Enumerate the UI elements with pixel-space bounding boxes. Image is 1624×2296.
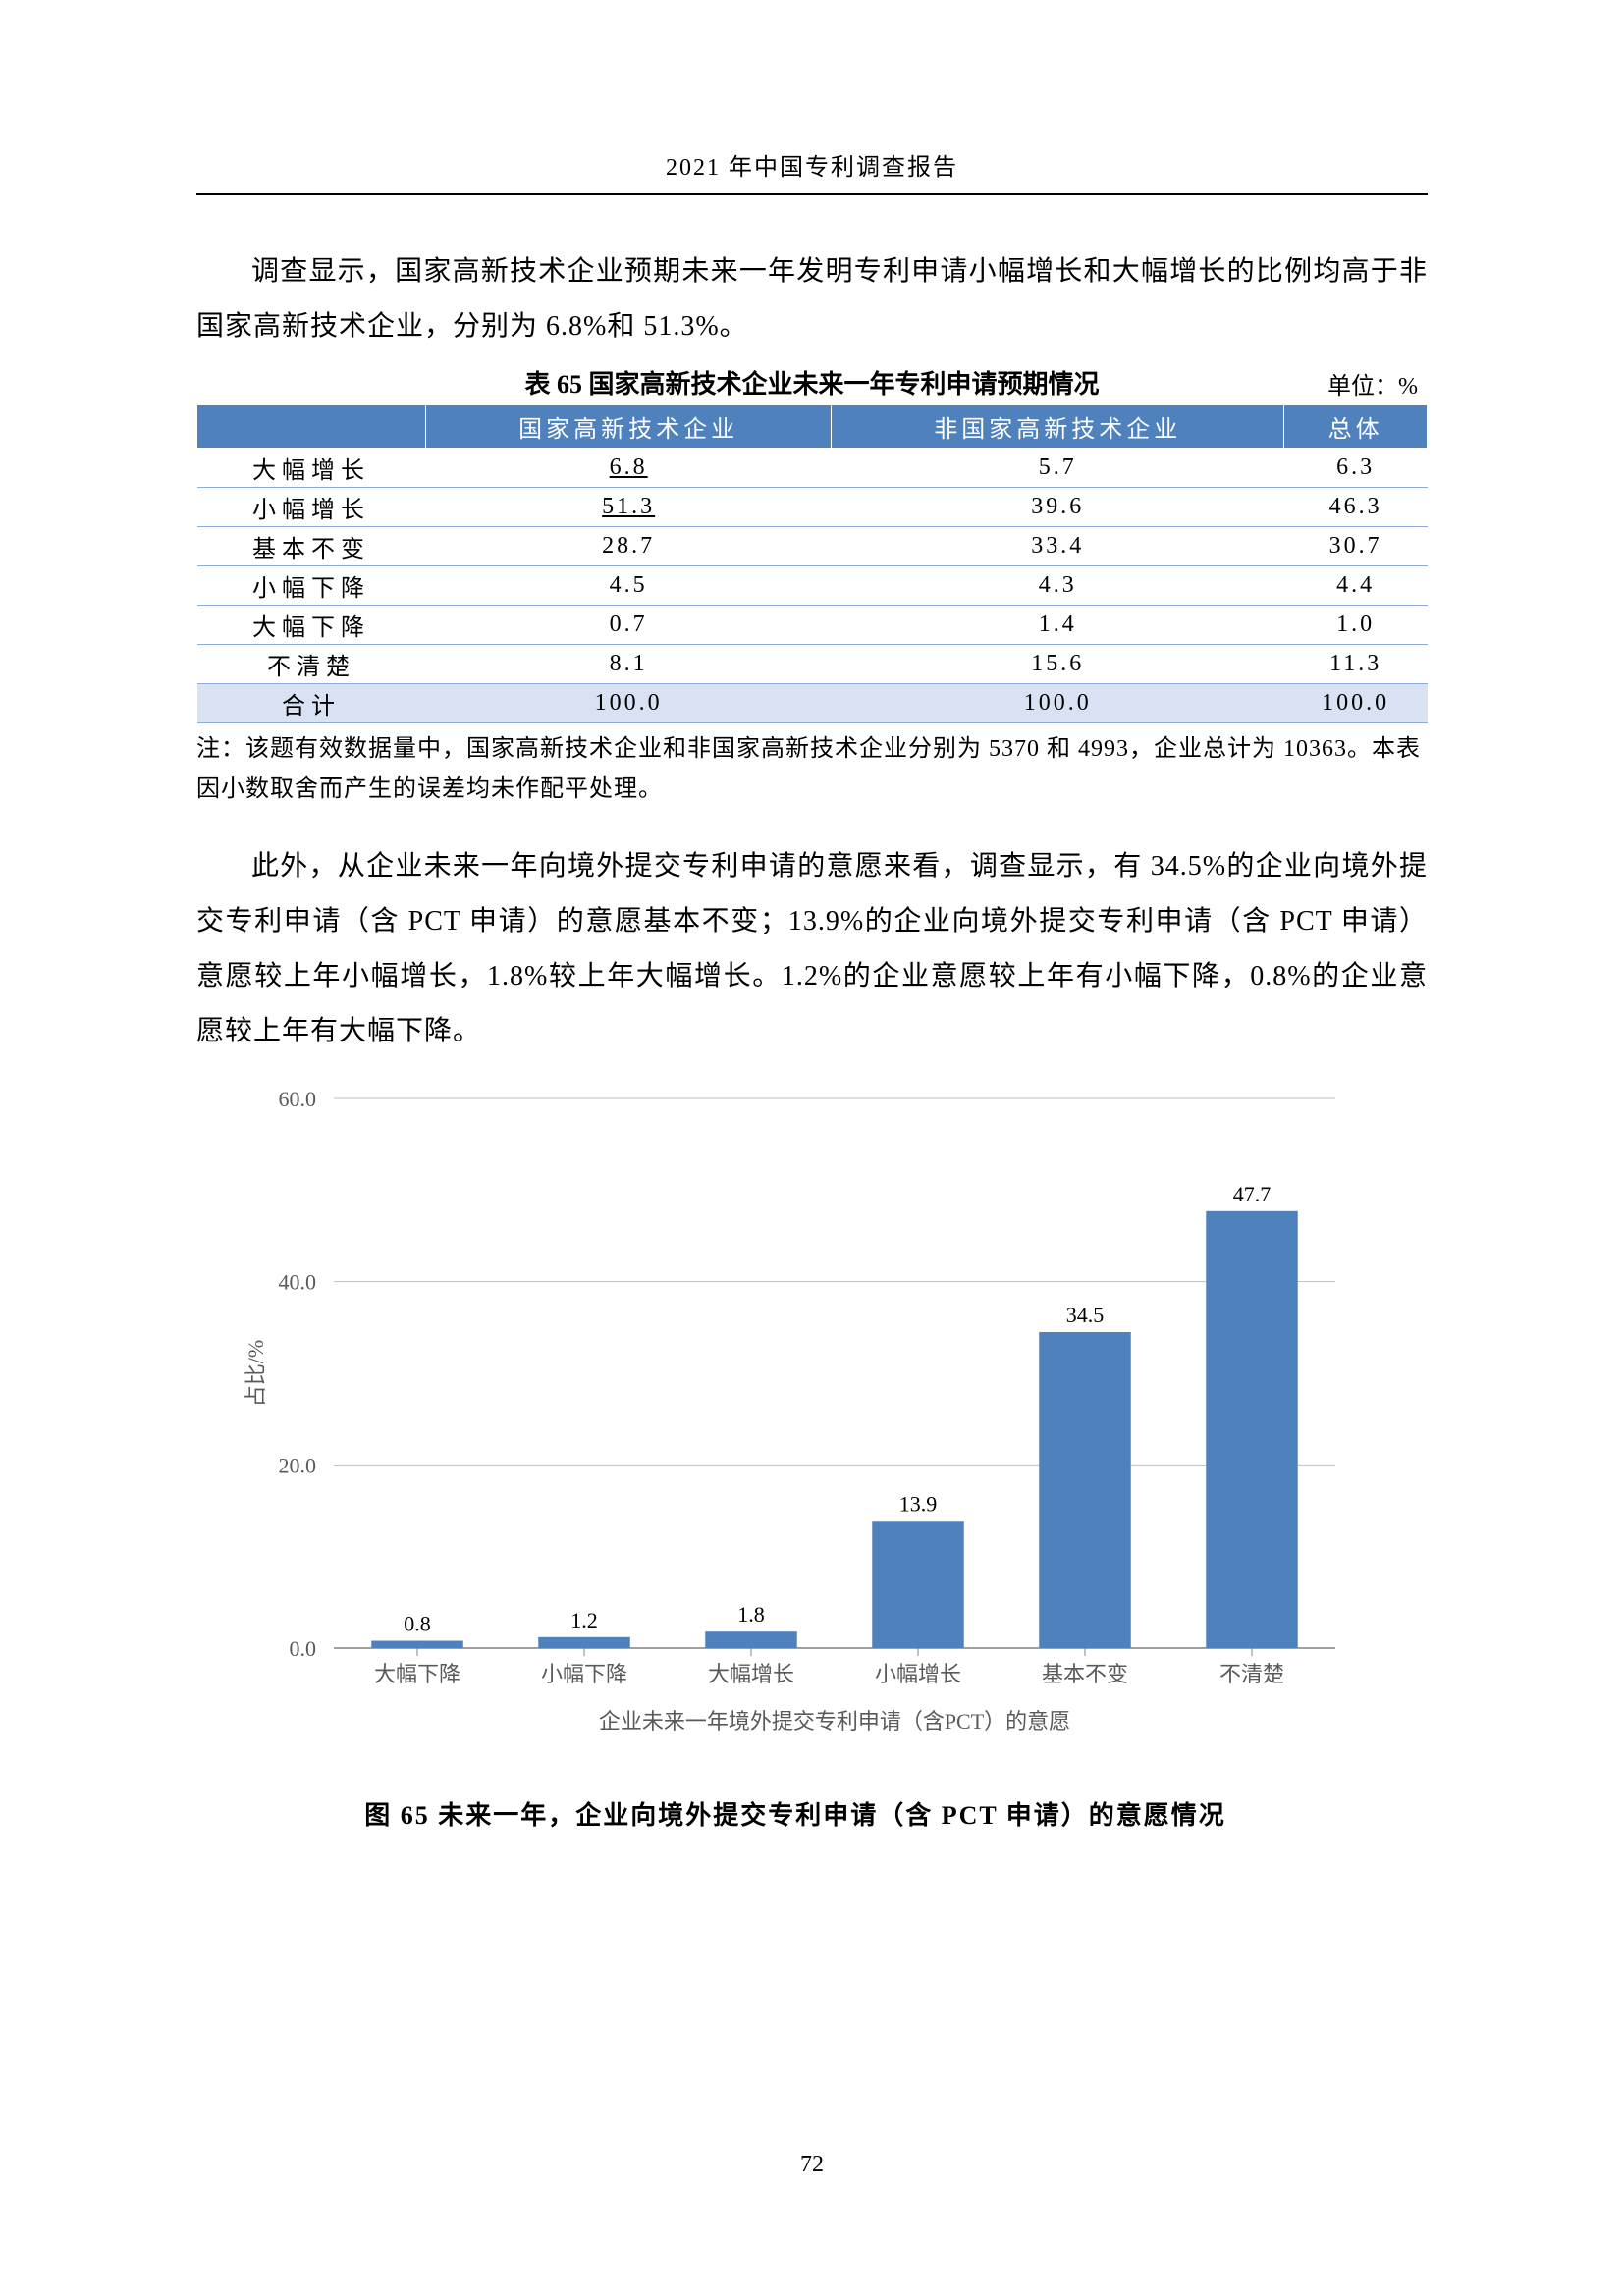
row-label: 不清楚: [197, 645, 426, 684]
cell: 15.6: [832, 645, 1284, 684]
bar: [371, 1640, 463, 1647]
x-tick-label: 基本不变: [1042, 1662, 1128, 1686]
table-row: 大幅下降0.71.41.0: [197, 606, 1428, 645]
cell: 6.8: [426, 449, 832, 488]
paragraph-2: 此外，从企业未来一年向境外提交专利申请的意愿来看，调查显示，有 34.5%的企业…: [196, 839, 1428, 1059]
cell: 30.7: [1284, 527, 1428, 566]
x-tick-label: 小幅下降: [541, 1662, 627, 1686]
cell: 100.0: [1284, 684, 1428, 723]
cell: 100.0: [832, 684, 1284, 723]
x-tick-label: 不清楚: [1219, 1662, 1284, 1686]
cell: 46.3: [1284, 488, 1428, 527]
x-tick-label: 大幅下降: [374, 1662, 460, 1686]
col-blank: [197, 405, 426, 449]
table-row: 基本不变28.733.430.7: [197, 527, 1428, 566]
chart-caption: 图 65 未来一年，企业向境外提交专利申请（含 PCT 申请）的意愿情况: [226, 1795, 1365, 1832]
cell: 8.1: [426, 645, 832, 684]
bar: [538, 1636, 630, 1647]
cell: 6.3: [1284, 449, 1428, 488]
col-header: 非国家高新技术企业: [832, 405, 1284, 449]
cell: 5.7: [832, 449, 1284, 488]
bar-value-label: 1.2: [570, 1607, 598, 1631]
row-label: 小幅下降: [197, 566, 426, 606]
bar: [1206, 1210, 1298, 1647]
table-title: 表 65 国家高新技术企业未来一年专利申请预期情况: [196, 364, 1310, 400]
paragraph-1: 调查显示，国家高新技术企业预期未来一年发明专利申请小幅增长和大幅增长的比例均高于…: [196, 244, 1428, 354]
col-header: 国家高新技术企业: [426, 405, 832, 449]
cell: 4.4: [1284, 566, 1428, 606]
page-number: 72: [0, 2152, 1624, 2178]
table-unit: 单位：%: [1310, 366, 1428, 400]
bar-value-label: 47.7: [1233, 1181, 1272, 1205]
row-label: 合计: [197, 684, 426, 723]
cell: 0.7: [426, 606, 832, 645]
y-tick-label: 40.0: [279, 1269, 317, 1294]
cell: 4.5: [426, 566, 832, 606]
cell: 39.6: [832, 488, 1284, 527]
row-label: 基本不变: [197, 527, 426, 566]
table-65: 国家高新技术企业非国家高新技术企业总体 大幅增长6.85.76.3小幅增长51.…: [196, 404, 1428, 723]
bar: [1039, 1332, 1131, 1648]
row-label: 大幅下降: [197, 606, 426, 645]
bar: [705, 1631, 797, 1648]
y-tick-label: 20.0: [279, 1453, 317, 1477]
bar-chart: 0.0 20.0 40.0 60.0 0.8 大幅下降 1.2 小幅下降 1.8 大幅增长 13.9…: [226, 1079, 1365, 1746]
row-label: 大幅增长: [197, 449, 426, 488]
table-row: 小幅增长51.339.646.3: [197, 488, 1428, 527]
table-caption: 表 65 国家高新技术企业未来一年专利申请预期情况 单位：%: [196, 364, 1428, 400]
row-label: 小幅增长: [197, 488, 426, 527]
col-header: 总体: [1284, 405, 1428, 449]
bar: [872, 1521, 964, 1648]
table-row: 不清楚8.115.611.3: [197, 645, 1428, 684]
table-row: 大幅增长6.85.76.3: [197, 449, 1428, 488]
table-row: 小幅下降4.54.34.4: [197, 566, 1428, 606]
cell: 4.3: [832, 566, 1284, 606]
cell: 1.4: [832, 606, 1284, 645]
x-axis-label: 企业未来一年境外提交专利申请（含PCT）的意愿: [599, 1709, 1070, 1734]
bar-value-label: 0.8: [404, 1611, 431, 1635]
cell: 1.0: [1284, 606, 1428, 645]
table-footnote: 注：该题有效数据量中，国家高新技术企业和非国家高新技术企业分别为 5370 和 …: [196, 729, 1428, 810]
bar-value-label: 13.9: [899, 1491, 938, 1516]
x-tick-label: 大幅增长: [708, 1662, 794, 1686]
y-tick-label: 0.0: [290, 1636, 317, 1661]
table-header-row: 国家高新技术企业非国家高新技术企业总体: [197, 405, 1428, 449]
cell: 11.3: [1284, 645, 1428, 684]
y-tick-label: 60.0: [279, 1087, 317, 1111]
page-header: 2021 年中国专利调查报告: [196, 147, 1428, 195]
cell: 33.4: [832, 527, 1284, 566]
cell: 100.0: [426, 684, 832, 723]
y-axis-label: 占比/%: [244, 1339, 268, 1406]
cell: 28.7: [426, 527, 832, 566]
bar-value-label: 34.5: [1066, 1303, 1105, 1327]
bar-value-label: 1.8: [737, 1602, 765, 1627]
table-total-row: 合计100.0100.0100.0: [197, 684, 1428, 723]
x-tick-label: 小幅增长: [875, 1662, 961, 1686]
cell: 51.3: [426, 488, 832, 527]
